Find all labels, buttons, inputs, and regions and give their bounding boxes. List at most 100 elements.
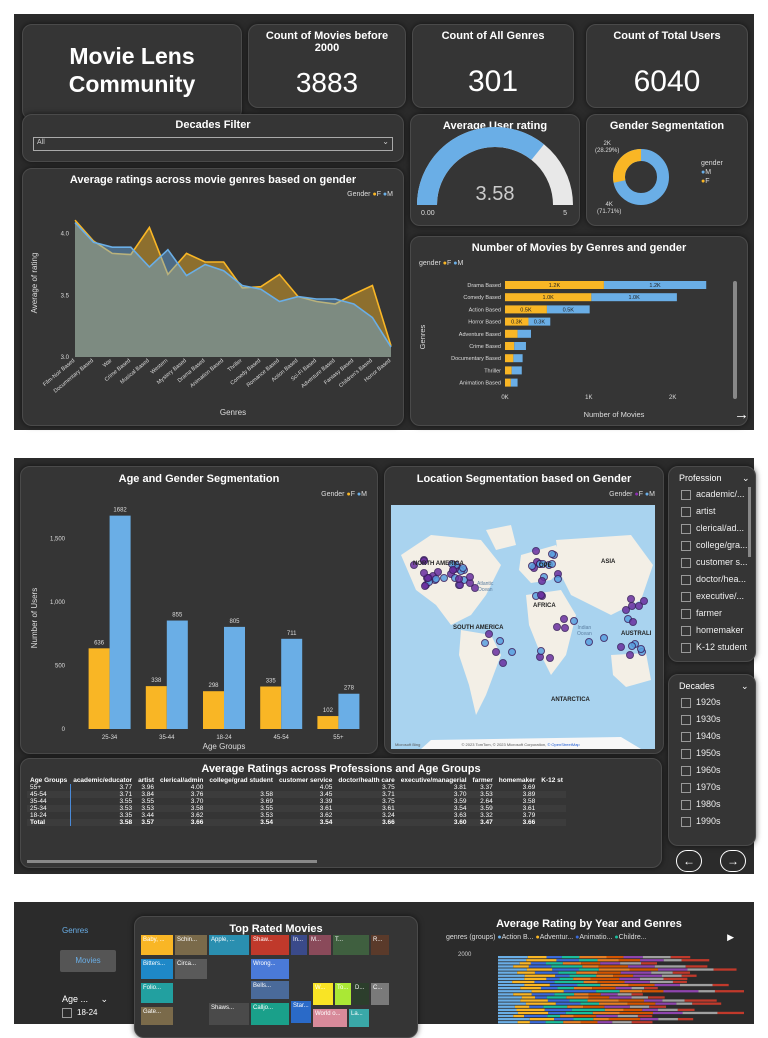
nav-genres-link[interactable]: Genres bbox=[62, 926, 89, 935]
slicer-item[interactable]: clerical/ad... bbox=[681, 523, 744, 534]
map-dot[interactable] bbox=[538, 560, 547, 569]
matrix-column-header[interactable]: K-12 st bbox=[541, 777, 563, 784]
legend-label-f[interactable]: F bbox=[350, 491, 355, 498]
legend-label-f[interactable]: F bbox=[376, 191, 381, 198]
map-dot[interactable] bbox=[471, 583, 480, 592]
legend-label-f[interactable]: F bbox=[446, 260, 452, 267]
slicer-item[interactable]: 1940s bbox=[681, 731, 721, 742]
slicer-item[interactable]: K-12 student bbox=[681, 642, 747, 653]
treemap-tile[interactable]: La... bbox=[349, 1009, 369, 1027]
slicer-item[interactable]: 1980s bbox=[681, 799, 721, 810]
map-dot[interactable] bbox=[553, 575, 562, 584]
map-dot[interactable] bbox=[635, 601, 644, 610]
slicer-item[interactable]: 1920s bbox=[681, 697, 721, 708]
treemap-tile[interactable]: Circa... bbox=[175, 959, 207, 979]
next-page-arrow-icon[interactable]: → bbox=[734, 406, 749, 423]
matrix-column-header[interactable]: doctor/health care bbox=[338, 777, 395, 784]
map-dot[interactable] bbox=[548, 560, 557, 569]
treemap-tile[interactable]: Star... bbox=[291, 1001, 311, 1023]
slicer-item[interactable]: 1970s bbox=[681, 782, 721, 793]
map-dot[interactable] bbox=[639, 597, 648, 606]
map-dot[interactable] bbox=[528, 561, 536, 570]
legend-label-m[interactable]: M bbox=[457, 260, 464, 267]
chevron-down-icon[interactable]: ⌄ bbox=[100, 994, 109, 1004]
map-dot[interactable] bbox=[548, 549, 557, 558]
treemap-tile[interactable]: R... bbox=[371, 935, 389, 955]
map-dot[interactable] bbox=[508, 647, 517, 656]
treemap-tile[interactable]: Bells... bbox=[251, 981, 289, 999]
map-dot[interactable] bbox=[424, 573, 433, 582]
map-dot[interactable] bbox=[538, 577, 547, 586]
map-dot[interactable] bbox=[466, 573, 475, 582]
legend-label-m[interactable]: M bbox=[361, 491, 367, 498]
map-dot[interactable] bbox=[448, 566, 457, 575]
slicer-item[interactable]: academic/... bbox=[681, 489, 745, 500]
matrix-column-header[interactable]: college/grad student bbox=[209, 777, 273, 784]
prev-page-button[interactable]: ← bbox=[676, 850, 702, 872]
chevron-down-icon[interactable]: ⌄ bbox=[742, 473, 750, 483]
legend-label-m[interactable]: M bbox=[649, 491, 655, 498]
matrix-column-header[interactable]: homemaker bbox=[498, 777, 536, 784]
treemap-tile[interactable]: M... bbox=[309, 935, 331, 955]
map-dot[interactable] bbox=[531, 547, 540, 556]
map-dot[interactable] bbox=[439, 573, 448, 582]
treemap-tile[interactable]: Calljo... bbox=[251, 1003, 289, 1025]
map-dot[interactable] bbox=[420, 568, 429, 577]
legend-label-f[interactable]: F bbox=[638, 491, 643, 498]
map-dot[interactable] bbox=[459, 564, 467, 573]
age-slicer-item[interactable]: 18-24 bbox=[62, 1008, 97, 1018]
slicer-item[interactable]: doctor/hea... bbox=[681, 574, 746, 585]
map-dot[interactable] bbox=[637, 645, 646, 654]
map-dot[interactable] bbox=[559, 615, 568, 624]
treemap-tile[interactable]: Shaws... bbox=[209, 1003, 249, 1025]
treemap-tile[interactable]: Bitters... bbox=[141, 959, 173, 979]
map-dot[interactable] bbox=[537, 647, 546, 656]
world-map[interactable]: NORTH AMERICA OPE ASIA AFRICA SOUTH AMER… bbox=[391, 505, 655, 749]
slicer-item[interactable]: executive/... bbox=[681, 591, 744, 602]
map-dot[interactable] bbox=[560, 623, 569, 632]
map-dot[interactable] bbox=[484, 629, 493, 638]
chevron-down-icon[interactable]: ⌄ bbox=[741, 681, 749, 691]
decades-filter-dropdown[interactable]: All ⌄ bbox=[33, 137, 393, 151]
nav-movies-button[interactable]: Movies bbox=[60, 950, 116, 972]
slicer-item[interactable]: 1950s bbox=[681, 748, 721, 759]
treemap-tile[interactable]: Baby, ... bbox=[141, 935, 173, 955]
map-dot[interactable] bbox=[495, 636, 504, 645]
play-axis-icon[interactable]: ▶ bbox=[727, 932, 734, 942]
map-dot[interactable] bbox=[625, 651, 634, 660]
slicer-item[interactable]: 1990s bbox=[681, 816, 721, 827]
treemap-tile[interactable]: Folio... bbox=[141, 983, 173, 1003]
treemap-tile[interactable]: Wrong... bbox=[251, 959, 289, 979]
slicer-item[interactable]: customer s... bbox=[681, 557, 748, 568]
matrix-hscrollbar[interactable] bbox=[27, 860, 317, 863]
slicer-scrollbar[interactable] bbox=[748, 487, 751, 557]
slicer-item[interactable]: artist bbox=[681, 506, 716, 517]
map-dot[interactable] bbox=[491, 647, 500, 656]
slicer-item[interactable]: 1960s bbox=[681, 765, 721, 776]
map-dot[interactable] bbox=[599, 633, 608, 642]
chart-scrollbar[interactable] bbox=[733, 281, 737, 399]
treemap-tile[interactable]: C... bbox=[371, 983, 389, 1005]
legend-label[interactable]: Action B... bbox=[501, 934, 536, 941]
legend-label[interactable]: Childre... bbox=[618, 934, 647, 941]
legend-label-m[interactable]: M bbox=[387, 191, 393, 198]
map-dot[interactable] bbox=[552, 623, 561, 632]
matrix-column-header[interactable]: customer service bbox=[278, 777, 333, 784]
legend-item-m[interactable]: ●M bbox=[701, 168, 723, 177]
map-dot[interactable] bbox=[621, 606, 630, 615]
treemap-tile[interactable]: World o... bbox=[313, 1009, 347, 1027]
slicer-item[interactable]: college/gra... bbox=[681, 540, 748, 551]
treemap-tile[interactable]: Gate... bbox=[141, 1007, 173, 1025]
treemap-tile[interactable]: Apple, ... bbox=[209, 935, 249, 955]
legend-label[interactable]: Animatio... bbox=[579, 934, 615, 941]
osm-link[interactable]: © OpenStreetMap bbox=[547, 742, 580, 747]
treemap-tile[interactable]: To... bbox=[335, 983, 351, 1005]
matrix-column-header[interactable]: farmer bbox=[472, 777, 493, 784]
treemap-tile[interactable]: Schin... bbox=[175, 935, 207, 955]
matrix-column-header[interactable]: executive/managerial bbox=[400, 777, 467, 784]
map-dot[interactable] bbox=[421, 582, 430, 591]
matrix-column-header[interactable]: academic/educator bbox=[73, 777, 133, 784]
map-dot[interactable] bbox=[410, 560, 419, 569]
map-dot[interactable] bbox=[569, 617, 578, 626]
map-dot[interactable] bbox=[481, 638, 490, 647]
